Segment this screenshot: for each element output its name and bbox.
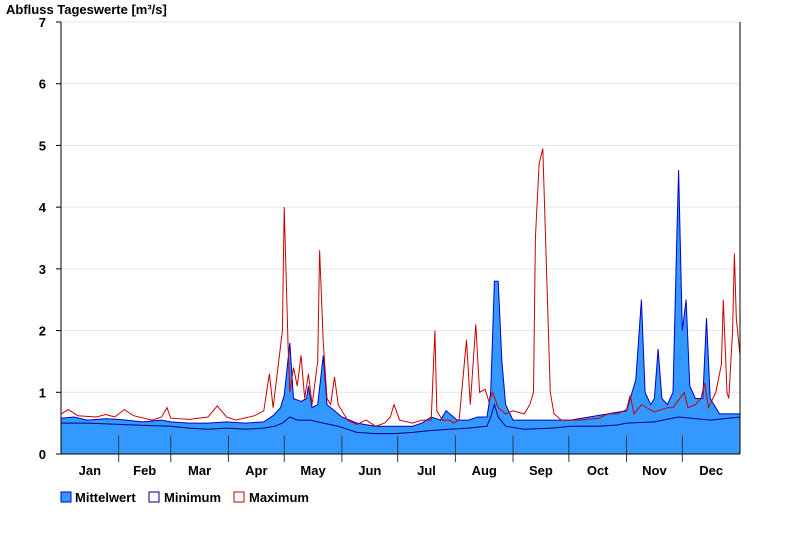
x-tick-label: Nov	[642, 463, 667, 478]
legend-maximum-swatch	[233, 491, 245, 503]
x-tick-label: Jun	[358, 463, 381, 478]
y-tick-label: 1	[39, 385, 46, 400]
y-tick-label: 2	[39, 324, 46, 339]
grid	[61, 21, 740, 393]
y-tick-label: 0	[39, 447, 46, 462]
maximum-line	[60, 148, 741, 427]
x-tick-label: Jul	[417, 463, 436, 478]
x-tick-label: Feb	[133, 463, 156, 478]
mittelwert-area	[61, 170, 740, 454]
legend: Mittelwert Minimum Maximum	[60, 490, 309, 505]
y-tick-label: 5	[39, 138, 46, 153]
legend-maximum-label: Maximum	[249, 490, 309, 505]
x-tick-label: Dec	[699, 463, 723, 478]
x-tick-label: Mar	[188, 463, 211, 478]
x-axis-ticks: Jan Feb Mar Apr May Jun Jul Aug Sep Oct Nov Dec	[79, 463, 723, 478]
x-tick-label: Jan	[79, 463, 101, 478]
legend-mittelwert-label: Mittelwert	[75, 490, 136, 505]
axes	[60, 22, 741, 462]
minimum-line	[61, 402, 741, 435]
chart-title: Abfluss Tageswerte [m³/s]	[6, 2, 167, 17]
x-tick-label: May	[300, 463, 326, 478]
y-tick-label: 4	[39, 200, 47, 215]
x-tick-label: Oct	[587, 463, 609, 478]
y-tick-label: 7	[39, 15, 46, 30]
y-tick-label: 6	[39, 77, 46, 92]
plot-area	[60, 148, 741, 454]
x-tick-label: Aug	[472, 463, 497, 478]
x-tick-label: Apr	[245, 463, 267, 478]
legend-minimum-swatch	[148, 491, 160, 503]
x-tick-label: Sep	[529, 463, 553, 478]
y-tick-label: 3	[39, 262, 46, 277]
y-axis-ticks: 0 1 2 3 4 5 6 7	[39, 15, 61, 462]
legend-mittelwert-swatch	[60, 491, 72, 503]
legend-minimum-label: Minimum	[164, 490, 221, 505]
mittelwert-line	[60, 170, 740, 427]
